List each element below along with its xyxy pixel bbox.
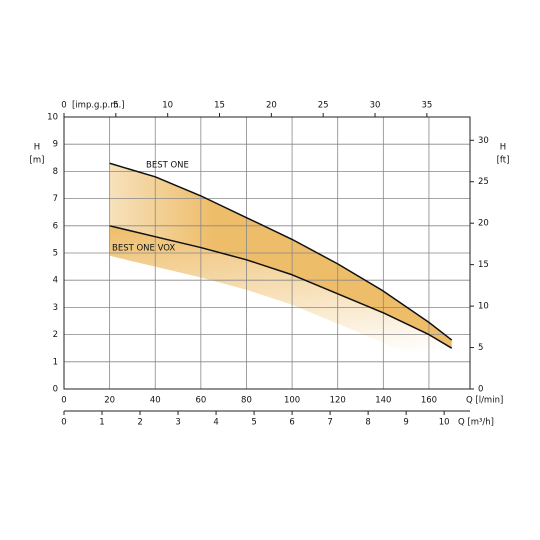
y-tick-label: 6: [53, 221, 58, 231]
x-tick-label: 20: [104, 396, 115, 406]
x2-label: Q [m³/h]: [458, 418, 494, 428]
x-top-tick-label: 5: [113, 101, 118, 111]
series-label: BEST ONE VOX: [112, 244, 175, 254]
y2-unit: [ft]: [497, 156, 510, 166]
y-tick-label: 3: [53, 303, 58, 313]
y2-tick-label: 15: [478, 260, 489, 270]
x2-tick-label: 4: [213, 418, 218, 428]
x2-tick-label: 9: [403, 418, 408, 428]
x-top-tick-label: 25: [318, 101, 329, 111]
x-top-tick-label: 0: [61, 101, 66, 111]
y2-tick-label: 10: [478, 302, 489, 312]
x-tick-label: 40: [150, 396, 161, 406]
x-top-tick-label: 15: [214, 101, 225, 111]
fade-fill: [109, 225, 452, 379]
x-top-label: [imp.g.p.m.]: [72, 101, 125, 111]
x-label: Q [l/min]: [466, 396, 503, 406]
x2-tick-label: 8: [365, 418, 370, 428]
y-tick-label: 4: [53, 276, 58, 286]
y2-tick-label: 20: [478, 219, 489, 229]
x2-tick-label: 2: [137, 418, 142, 428]
y-tick-label: 7: [53, 194, 58, 204]
x-top-tick-label: 35: [421, 101, 432, 111]
y-tick-label: 9: [53, 140, 58, 150]
y2-tick-label: 25: [478, 177, 489, 187]
x-tick-label: 60: [195, 396, 206, 406]
x2-tick-label: 3: [175, 418, 180, 428]
x-tick-label: 120: [330, 396, 346, 406]
y-label: H: [34, 143, 40, 153]
y-tick-label: 8: [53, 167, 58, 177]
x2-tick-label: 0: [61, 418, 66, 428]
y-tick-label: 5: [53, 249, 58, 259]
y-unit: [m]: [30, 156, 45, 166]
x-top-tick-label: 10: [162, 101, 173, 111]
x-top-tick-label: 30: [370, 101, 381, 111]
x-tick-label: 160: [421, 396, 437, 406]
y-tick-label: 0: [53, 385, 58, 395]
x2-tick-label: 6: [289, 418, 294, 428]
x-tick-label: 140: [375, 396, 391, 406]
x-tick-label: 100: [284, 396, 300, 406]
x2-tick-label: 1: [99, 418, 104, 428]
y-tick-label: 1: [53, 357, 58, 367]
series-line: [109, 162, 453, 341]
y-tick-label: 10: [47, 113, 58, 123]
plot-frame: [63, 116, 471, 390]
y2-tick-label: 30: [478, 136, 489, 146]
series-line: [109, 225, 453, 349]
x2-tick-label: 7: [327, 418, 332, 428]
x-tick-label: 0: [61, 396, 66, 406]
y-tick-label: 2: [53, 330, 58, 340]
x-tick-label: 80: [241, 396, 252, 406]
y2-tick-label: 5: [478, 343, 483, 353]
y2-label: H: [500, 143, 506, 153]
series-label: BEST ONE: [146, 161, 189, 171]
x2-tick-label: 5: [251, 418, 256, 428]
x2-tick-label: 10: [439, 418, 450, 428]
band-fill: [109, 163, 452, 349]
x-top-tick-label: 20: [266, 101, 277, 111]
y2-tick-label: 0: [478, 385, 483, 395]
